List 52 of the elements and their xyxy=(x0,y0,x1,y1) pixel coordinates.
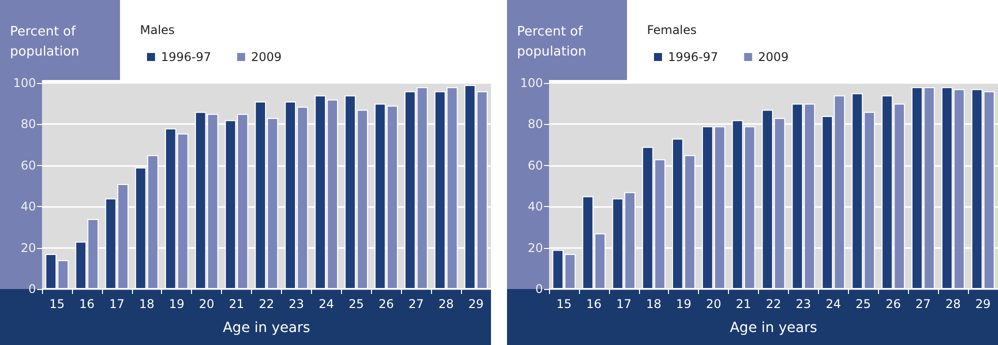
y-tick-label: 60 xyxy=(528,158,543,172)
y-tick-label: 20 xyxy=(20,240,36,255)
x-axis-title: Age in years xyxy=(730,320,818,336)
x-tick-label: 17 xyxy=(109,297,124,311)
x-tick-label: 16 xyxy=(586,297,602,311)
x-axis-title: Age in years xyxy=(222,320,310,336)
x-tick-label: 23 xyxy=(796,297,812,311)
y-tick-label: 0 xyxy=(535,282,543,296)
x-tick-label: 21 xyxy=(228,297,244,311)
y-tick-label: 40 xyxy=(20,200,36,214)
x-tick-label: 29 xyxy=(975,297,991,311)
x-tick-label: 22 xyxy=(766,297,782,311)
x-tick-label: 27 xyxy=(916,297,931,311)
x-tick-label: 22 xyxy=(258,297,274,311)
x-tick-label: 28 xyxy=(945,297,961,311)
x-tick-label: 24 xyxy=(826,297,842,311)
legend-label: 2009 xyxy=(251,50,282,64)
x-tick-label: 26 xyxy=(886,297,901,311)
legend-title: Males xyxy=(140,23,175,37)
x-tick-label: 27 xyxy=(408,297,424,311)
legend-label: 1996-97 xyxy=(161,50,212,64)
legend-title: Females xyxy=(647,23,697,37)
y-tick-label: 80 xyxy=(20,117,36,132)
x-tick-label: 17 xyxy=(616,297,632,311)
x-tick-label: 18 xyxy=(139,297,154,311)
x-tick-label: 15 xyxy=(49,297,65,311)
x-tick-label: 20 xyxy=(198,297,214,311)
y-tick-label: 60 xyxy=(20,158,36,172)
legend-label: 1996-97 xyxy=(668,50,718,64)
x-tick-label: 28 xyxy=(438,297,454,311)
x-tick-label: 19 xyxy=(676,297,692,311)
x-tick-label: 24 xyxy=(318,297,334,311)
x-tick-label: 15 xyxy=(556,297,572,311)
x-tick-label: 26 xyxy=(378,297,394,311)
x-tick-label: 25 xyxy=(348,297,364,311)
y-tick-label: 20 xyxy=(528,240,543,255)
x-tick-label: 25 xyxy=(856,297,871,311)
x-tick-label: 21 xyxy=(736,297,752,311)
x-tick-label: 23 xyxy=(288,297,304,311)
x-tick-label: 20 xyxy=(706,297,722,311)
y-axis-title: Percent of population xyxy=(10,24,80,60)
x-tick-label: 16 xyxy=(79,297,95,311)
legend-label: 2009 xyxy=(758,50,789,64)
x-tick-label: 29 xyxy=(468,297,484,311)
y-tick-label: 100 xyxy=(13,76,36,90)
x-tick-label: 18 xyxy=(646,297,662,311)
y-tick-label: 0 xyxy=(28,282,36,296)
y-tick-label: 80 xyxy=(528,117,543,132)
y-axis-title: Percent of population xyxy=(517,24,586,60)
y-tick-label: 40 xyxy=(528,200,543,214)
x-tick-label: 19 xyxy=(169,297,184,311)
y-tick-label: 100 xyxy=(520,76,543,90)
